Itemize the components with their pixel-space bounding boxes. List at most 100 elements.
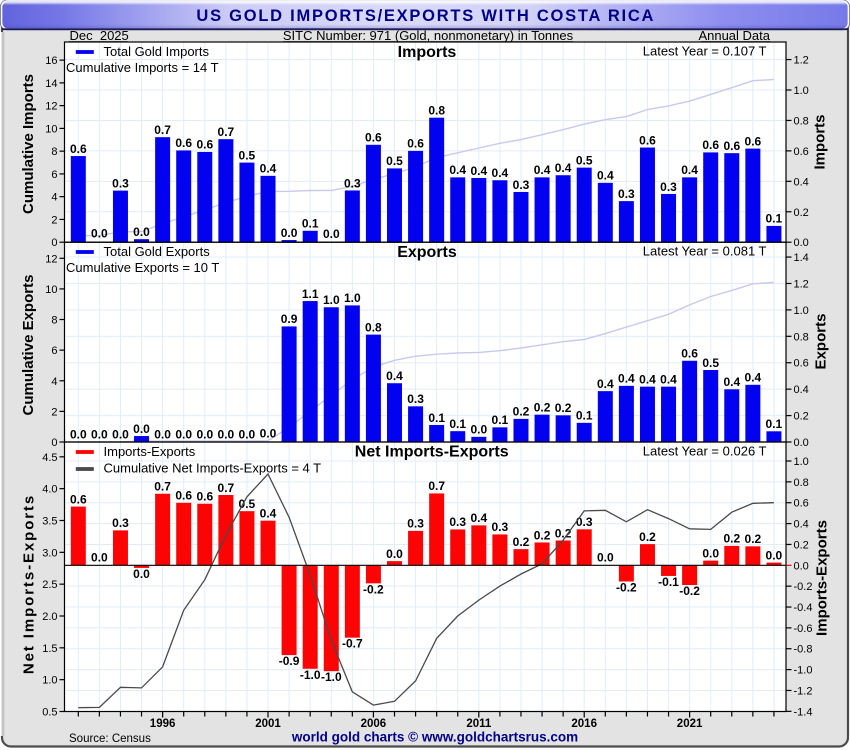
svg-text:-0.9: -0.9 — [279, 654, 300, 668]
svg-text:2021: 2021 — [677, 718, 703, 730]
svg-text:0.4: 0.4 — [597, 377, 614, 391]
svg-text:0.5: 0.5 — [239, 497, 256, 511]
svg-text:0.6: 0.6 — [681, 347, 698, 361]
svg-text:0.6: 0.6 — [196, 138, 213, 152]
svg-text:0.5: 0.5 — [702, 356, 719, 370]
svg-text:1.5: 1.5 — [42, 643, 57, 655]
svg-text:0.6: 0.6 — [723, 139, 740, 153]
svg-text:-0.4: -0.4 — [794, 602, 813, 614]
svg-text:0.2: 0.2 — [513, 405, 530, 419]
svg-text:0.4: 0.4 — [492, 166, 509, 180]
svg-text:0.3: 0.3 — [576, 515, 593, 529]
svg-text:-0.2: -0.2 — [616, 581, 637, 595]
svg-text:0.0: 0.0 — [133, 225, 150, 239]
svg-text:0.4: 0.4 — [723, 375, 740, 389]
svg-text:0.4: 0.4 — [449, 163, 466, 177]
svg-text:1.2: 1.2 — [794, 55, 809, 67]
svg-text:0.8: 0.8 — [365, 320, 382, 334]
svg-text:0.5: 0.5 — [239, 148, 256, 162]
svg-text:0.0: 0.0 — [133, 422, 150, 436]
svg-text:0.4: 0.4 — [660, 373, 677, 387]
svg-text:Exports: Exports — [397, 244, 457, 261]
svg-text:0.1: 0.1 — [428, 411, 445, 425]
svg-text:Total Gold Imports: Total Gold Imports — [104, 44, 210, 59]
svg-text:0.2: 0.2 — [513, 535, 530, 549]
svg-text:0.1: 0.1 — [449, 417, 466, 431]
svg-text:Cumulative Imports: Cumulative Imports — [20, 74, 37, 214]
svg-text:Imports-Exports: Imports-Exports — [104, 444, 196, 459]
svg-text:0.4: 0.4 — [260, 162, 277, 176]
svg-text:1996: 1996 — [150, 718, 176, 730]
svg-text:0.4: 0.4 — [534, 163, 551, 177]
svg-text:0.2: 0.2 — [534, 401, 551, 415]
svg-text:-0.2: -0.2 — [679, 584, 700, 598]
svg-text:0.5: 0.5 — [576, 153, 593, 167]
svg-text:0.1: 0.1 — [576, 409, 593, 423]
svg-text:0.3: 0.3 — [492, 520, 509, 534]
svg-text:0.0: 0.0 — [218, 427, 235, 441]
svg-text:SITC Number: 971 (Gold, nonmon: SITC Number: 971 (Gold, nonmonetary) in … — [283, 28, 574, 43]
svg-text:Exports: Exports — [813, 314, 830, 370]
svg-text:1.1: 1.1 — [302, 287, 319, 301]
svg-text:1.0: 1.0 — [42, 675, 57, 687]
svg-text:world gold charts © www.goldch: world gold charts © www.goldchartsrus.co… — [291, 730, 578, 745]
svg-text:12: 12 — [45, 101, 57, 113]
svg-text:Imports: Imports — [812, 114, 829, 169]
svg-text:0: 0 — [51, 237, 57, 249]
svg-text:8: 8 — [51, 146, 57, 158]
svg-text:Net Imports-Exports: Net Imports-Exports — [21, 494, 38, 674]
svg-text:US GOLD IMPORTS/EXPORTS WITH C: US GOLD IMPORTS/EXPORTS WITH COSTA RICA — [196, 7, 655, 25]
svg-text:3.5: 3.5 — [42, 515, 57, 527]
svg-text:0.7: 0.7 — [154, 123, 171, 137]
svg-text:16: 16 — [45, 55, 57, 67]
svg-text:0.4: 0.4 — [470, 164, 487, 178]
svg-text:1.0: 1.0 — [323, 293, 340, 307]
svg-text:0.0: 0.0 — [702, 546, 719, 560]
svg-text:2: 2 — [51, 406, 57, 418]
svg-text:0.6: 0.6 — [407, 137, 424, 151]
svg-text:0.0: 0.0 — [70, 427, 87, 441]
svg-text:Cumulative Exports = 10 T: Cumulative Exports = 10 T — [66, 260, 219, 275]
svg-text:-0.2: -0.2 — [794, 581, 813, 593]
svg-text:1.0: 1.0 — [794, 305, 809, 317]
svg-text:0.7: 0.7 — [428, 479, 445, 493]
svg-text:0.6: 0.6 — [175, 136, 192, 150]
svg-text:0.0: 0.0 — [239, 427, 256, 441]
svg-text:0.0: 0.0 — [154, 427, 171, 441]
svg-text:4: 4 — [51, 376, 57, 388]
svg-text:0.3: 0.3 — [660, 180, 677, 194]
svg-text:8: 8 — [51, 315, 57, 327]
svg-text:0.2: 0.2 — [555, 526, 572, 540]
svg-text:0.1: 0.1 — [766, 417, 783, 431]
svg-text:10: 10 — [45, 284, 57, 296]
svg-text:1.2: 1.2 — [794, 278, 809, 290]
svg-text:4.5: 4.5 — [42, 452, 57, 464]
svg-text:Annual Data: Annual Data — [698, 28, 770, 43]
svg-text:Cumulative Exports: Cumulative Exports — [20, 275, 37, 416]
svg-text:Latest Year = 0.081 T: Latest Year = 0.081 T — [643, 243, 767, 258]
svg-text:-0.7: -0.7 — [342, 637, 363, 651]
svg-text:0.2: 0.2 — [794, 207, 809, 219]
svg-text:0.6: 0.6 — [196, 490, 213, 504]
svg-text:-0.1: -0.1 — [658, 575, 679, 589]
svg-text:0.2: 0.2 — [723, 532, 740, 546]
svg-text:-1.2: -1.2 — [794, 685, 813, 697]
svg-text:0.4: 0.4 — [618, 372, 635, 386]
svg-text:Imports: Imports — [398, 44, 457, 61]
svg-text:2016: 2016 — [571, 718, 597, 730]
svg-text:0.1: 0.1 — [302, 217, 319, 231]
svg-text:1.4: 1.4 — [794, 252, 809, 264]
svg-text:-1.0: -1.0 — [300, 668, 321, 682]
svg-text:0.0: 0.0 — [175, 427, 192, 441]
svg-text:0.4: 0.4 — [260, 507, 277, 521]
svg-text:0.1: 0.1 — [766, 212, 783, 226]
svg-text:0.3: 0.3 — [112, 176, 129, 190]
svg-text:Cumulative Net Imports-Exports: Cumulative Net Imports-Exports = 4 T — [104, 461, 322, 476]
svg-text:0.9: 0.9 — [281, 312, 298, 326]
svg-text:10: 10 — [45, 123, 57, 135]
svg-text:0.0: 0.0 — [597, 551, 614, 565]
svg-text:0.0: 0.0 — [91, 227, 108, 241]
svg-text:0.5: 0.5 — [386, 154, 403, 168]
svg-text:4.0: 4.0 — [42, 484, 57, 496]
svg-text:0.2: 0.2 — [534, 528, 551, 542]
